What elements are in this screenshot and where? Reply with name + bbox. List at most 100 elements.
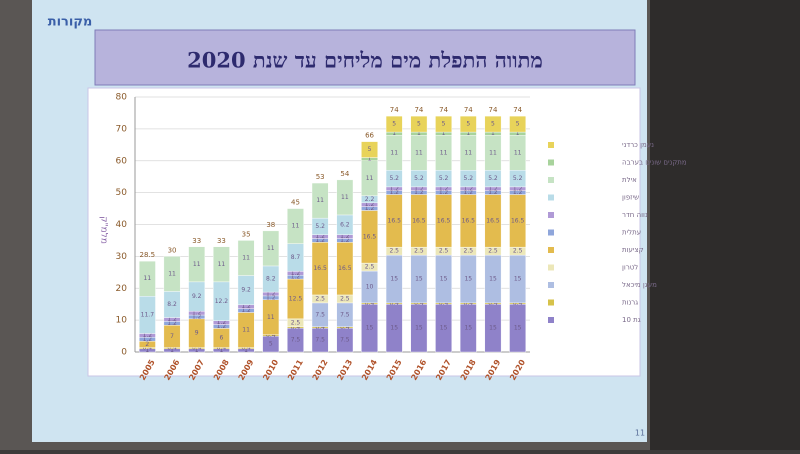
segment-label: 1.2 [513,189,523,196]
segment-label: 1 [244,347,248,354]
segment-label: 2.5 [414,248,424,255]
segment-label: 1.2 [143,336,153,343]
segment-label: 15 [440,325,448,332]
segment-label: 2.5 [488,248,498,255]
segment-label: 11 [341,194,349,201]
bar-segment [459,115,477,133]
segment-label: 15 [366,325,374,332]
segment-label: 1.2 [167,320,177,327]
segment-label: 16.5 [462,217,476,224]
legend-label: מתקנים שונים בערבה [622,159,687,167]
segment-label: 5 [417,121,421,128]
segment-label: 5 [442,121,446,128]
legend-label: נווה חדר [622,211,648,219]
dark-edge [650,0,800,450]
segment-label: 11 [464,149,472,156]
y-tick-label: 0 [121,348,127,358]
segment-label: 15 [489,325,497,332]
legend-label: מעגן מיכאל [622,281,657,289]
y-tick-label: 80 [116,93,128,103]
legend-swatch [548,264,554,271]
y-tick-label: 60 [116,156,128,166]
segment-label: 1 [417,130,421,137]
segment-label: 16.5 [388,217,402,224]
segment-label: 11 [242,254,250,261]
legend-label: שיזפון [622,194,639,202]
segment-label: 11 [390,149,398,156]
segment-label: 9.2 [192,293,202,300]
bar-segment [484,115,502,133]
segment-label: 15 [440,276,448,283]
segment-label: 11 [242,327,250,334]
segment-label: 9 [195,330,199,337]
segment-label: 16.5 [313,265,327,272]
segment-label: 1.2 [266,290,276,297]
segment-label: 11 [144,275,152,282]
total-label: 33 [217,237,226,245]
segment-label: 8.7 [291,254,301,261]
y-tick-label: 70 [116,124,128,134]
legend-label: לטרון [622,264,638,272]
segment-label: 1.2 [513,185,523,192]
segment-label: 9.2 [241,287,251,294]
segment-label: 0.4 [315,324,325,331]
y-tick-label: 20 [116,284,128,294]
segment-label: 0.4 [340,324,350,331]
segment-label: 5.2 [439,175,449,182]
total-label: 74 [513,106,522,114]
segment-label: 15 [464,276,472,283]
segment-label: 2.5 [389,248,399,255]
segment-label: 16.5 [437,217,451,224]
segment-label: 6 [219,334,223,341]
segment-label: 0.4 [167,345,177,352]
segment-label: 2 [145,341,149,348]
total-label: 74 [390,106,399,114]
segment-label: 1.2 [389,185,399,192]
segment-label: 0.4 [143,345,153,352]
segment-label: 2.5 [513,248,523,255]
segment-label: 11 [168,270,176,277]
legend-label: קציעות [622,246,644,254]
segment-label: 15 [464,325,472,332]
segment-label: 0.4 [217,345,227,352]
total-label: 74 [414,106,423,114]
segment-label: 11 [514,149,522,156]
y-tick-label: 30 [116,252,128,262]
segment-label: 1.2 [340,233,350,240]
segment-label: 0.4 [266,332,276,339]
segment-label: 15 [390,325,398,332]
segment-label: 11 [316,197,324,204]
segment-label: 1.2 [439,189,449,196]
segment-label: 1.2 [266,294,276,301]
segment-label: 1.2 [365,205,375,212]
total-label: 38 [266,221,275,229]
segment-label: 0.4 [414,300,424,307]
legend-label: נעמן כרדני [622,141,654,149]
slide-number: 11 [635,429,645,438]
segment-label: 0.4 [291,324,301,331]
total-label: 35 [242,230,251,238]
segment-label: 1.2 [217,323,227,330]
y-tick-label: 40 [116,220,128,230]
segment-label: 1.2 [488,185,498,192]
total-label: 74 [489,106,498,114]
segment-label: 2.5 [315,295,325,302]
segment-label: 7.5 [291,337,301,344]
segment-label: 1.2 [192,313,202,320]
segment-label: 16.5 [363,233,377,240]
segment-label: 1.2 [464,185,474,192]
segment-label: 0.4 [241,345,251,352]
segment-label: 7.5 [315,311,325,318]
segment-label: 1 [442,130,446,137]
legend-swatch [548,282,554,288]
total-label: 54 [340,170,349,178]
segment-label: 15 [415,325,423,332]
segment-label: 11 [366,175,374,182]
y-axis-label: מלמ"ק [99,216,109,244]
segment-label: 1.2 [414,189,424,196]
segment-label: 2.5 [365,264,375,271]
segment-label: 16.5 [338,265,352,272]
segment-label: 16.5 [511,217,525,224]
segment-label: 5.2 [464,175,474,182]
bar-segment [410,115,428,133]
